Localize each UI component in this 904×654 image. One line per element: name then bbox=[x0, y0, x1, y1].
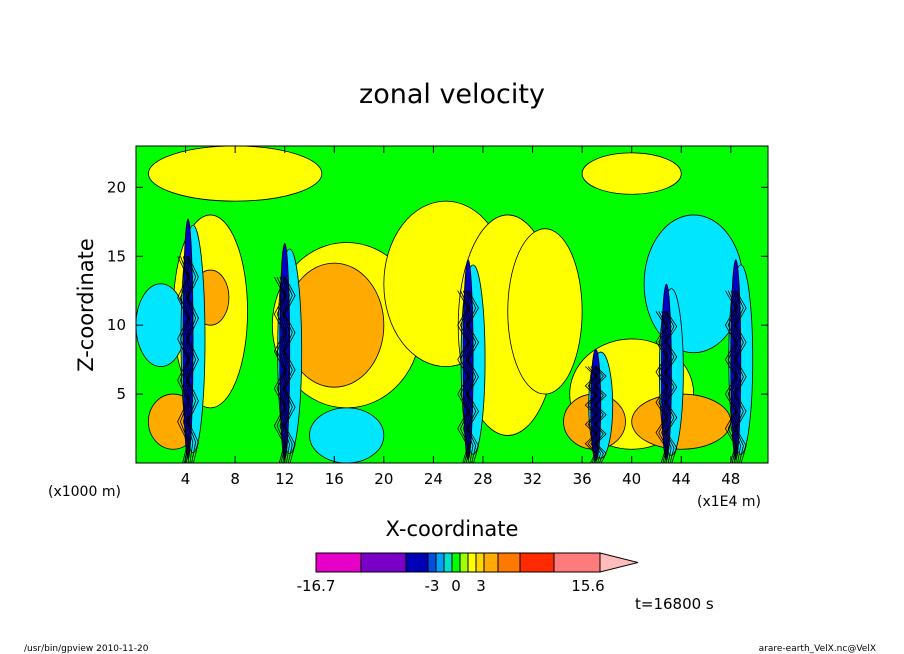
plot-frame bbox=[135, 145, 769, 464]
time-label: t=16800 s bbox=[635, 595, 714, 613]
contour-line bbox=[590, 366, 598, 463]
chart-title: zonal velocity bbox=[359, 79, 545, 110]
x-tick-label: 44 bbox=[672, 470, 691, 488]
contour-line bbox=[457, 290, 469, 463]
contour-line bbox=[584, 366, 596, 463]
x-tick-label: 40 bbox=[622, 470, 641, 488]
y-tick-label: 20 bbox=[107, 178, 126, 196]
colorbar bbox=[315, 552, 639, 573]
colorbar-swatch bbox=[553, 552, 601, 573]
colorbar-swatch bbox=[451, 552, 461, 573]
contour-line bbox=[664, 311, 672, 463]
colorbar-swatch bbox=[360, 552, 407, 573]
contour-line bbox=[462, 290, 470, 463]
contour-line bbox=[284, 276, 296, 463]
contour-line bbox=[724, 290, 736, 463]
x-tick-label: 36 bbox=[573, 470, 592, 488]
contour-line bbox=[734, 290, 744, 463]
velocity-patch bbox=[643, 214, 744, 354]
contour-line bbox=[467, 290, 477, 463]
contour-line bbox=[180, 256, 189, 463]
contour-line bbox=[663, 311, 669, 463]
contour-line bbox=[188, 256, 199, 463]
contour-line bbox=[273, 276, 285, 463]
contour-line bbox=[468, 290, 479, 463]
velocity-field bbox=[136, 146, 754, 463]
contour-line bbox=[177, 256, 189, 463]
x-axis-label: X-coordinate bbox=[386, 517, 519, 541]
colorbar-swatch bbox=[497, 552, 521, 573]
contour-line bbox=[283, 276, 293, 463]
y-tick-label: 15 bbox=[107, 247, 126, 265]
contour-line bbox=[661, 311, 669, 463]
colorbar-swatch bbox=[427, 552, 437, 573]
x-tick-label: 8 bbox=[230, 470, 240, 488]
x-tick-label: 12 bbox=[275, 470, 294, 488]
contour-line bbox=[594, 366, 602, 463]
footer-left: /usr/bin/gpview 2010-11-20 bbox=[24, 644, 149, 654]
footer-right: arare-earth_VelX.nc@VelX bbox=[759, 644, 876, 654]
colorbar-extend-arrow bbox=[599, 552, 639, 573]
colorbar-swatch bbox=[467, 552, 477, 573]
y-tick-label: 10 bbox=[107, 316, 126, 334]
contour-line bbox=[665, 311, 675, 463]
contour-line bbox=[465, 290, 471, 463]
contour-line bbox=[182, 256, 190, 463]
x-unit-right: (x1E4 m) bbox=[697, 494, 761, 510]
x-tick-label: 16 bbox=[325, 470, 344, 488]
contour-line bbox=[185, 256, 191, 463]
x-unit-left: (x1000 m) bbox=[48, 484, 121, 500]
contour-lines bbox=[177, 256, 747, 463]
contour-line bbox=[658, 311, 668, 463]
y-axis-label: Z-coordinate bbox=[74, 238, 98, 372]
colorbar-label: 15.6 bbox=[571, 577, 604, 595]
velocity-patch bbox=[148, 146, 323, 202]
velocity-patch bbox=[507, 228, 583, 395]
x-tick-label: 48 bbox=[721, 470, 740, 488]
contour-line bbox=[734, 290, 742, 463]
contour-line bbox=[282, 276, 288, 463]
x-tick-label: 24 bbox=[424, 470, 443, 488]
colorbar-swatch bbox=[435, 552, 445, 573]
velocity-patch bbox=[581, 152, 682, 195]
contour-line bbox=[666, 311, 678, 463]
contour-line bbox=[655, 311, 667, 463]
contour-line bbox=[186, 256, 194, 463]
y-tick-label: 5 bbox=[116, 385, 126, 403]
contour-line bbox=[283, 276, 290, 463]
colorbar-swatch bbox=[315, 552, 362, 573]
contour-line bbox=[730, 290, 738, 463]
contour-line bbox=[735, 290, 747, 463]
y-axis: 5 10 15 20 bbox=[107, 178, 768, 403]
colorbar-swatch bbox=[459, 552, 469, 573]
colorbar-swatch bbox=[483, 552, 499, 573]
contour-line bbox=[460, 290, 469, 463]
contour-line bbox=[276, 276, 286, 463]
colorbar-swatch bbox=[475, 552, 485, 573]
contour-line bbox=[593, 366, 599, 463]
x-tick-label: 32 bbox=[523, 470, 542, 488]
x-axis: 4 8 12 16 20 24 28 32 36 40 44 48 bbox=[181, 146, 740, 488]
contour-line bbox=[466, 290, 474, 463]
contour-line bbox=[727, 290, 737, 463]
colorbar-labels: -16.7 -3 0 3 15.6 bbox=[297, 577, 605, 595]
x-tick-label: 28 bbox=[473, 470, 492, 488]
velocity-patch bbox=[309, 407, 385, 463]
contour-line bbox=[187, 256, 197, 463]
colorbar-label: 3 bbox=[476, 577, 486, 595]
contour-line bbox=[279, 276, 287, 463]
contour-line bbox=[595, 366, 607, 463]
colorbar-label: 0 bbox=[451, 577, 461, 595]
colorbar-label: -3 bbox=[425, 577, 440, 595]
colorbar-swatch bbox=[443, 552, 453, 573]
x-tick-label: 4 bbox=[181, 470, 191, 488]
colorbar-swatch bbox=[519, 552, 555, 573]
colorbar-label: -16.7 bbox=[297, 577, 336, 595]
colorbar-swatch bbox=[405, 552, 429, 573]
contour-line bbox=[587, 366, 597, 463]
x-tick-label: 20 bbox=[374, 470, 393, 488]
contour-line bbox=[733, 290, 739, 463]
contour-line bbox=[594, 366, 604, 463]
